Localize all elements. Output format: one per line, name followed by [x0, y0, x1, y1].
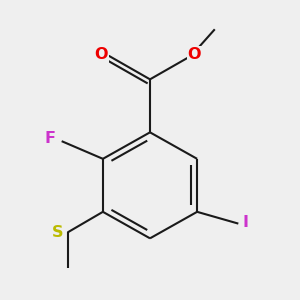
Text: I: I — [243, 214, 249, 230]
Text: S: S — [52, 225, 63, 240]
Text: O: O — [95, 47, 108, 62]
Text: O: O — [188, 47, 201, 62]
Text: F: F — [45, 131, 56, 146]
